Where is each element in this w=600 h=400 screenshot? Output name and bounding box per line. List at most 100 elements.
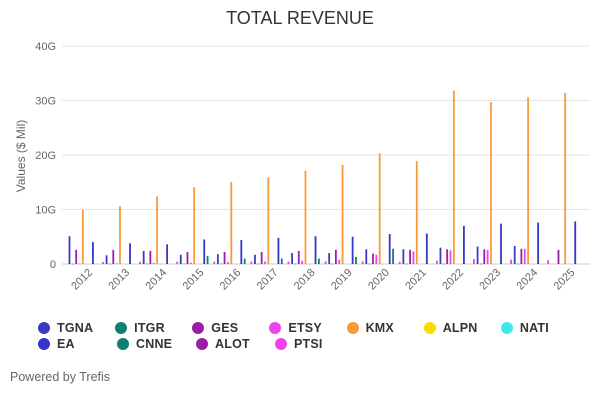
bar-tgna-2019[interactable] [328, 253, 331, 264]
bar-ptsi-2021[interactable] [435, 260, 438, 264]
bar-itgr-2012[interactable] [71, 263, 74, 265]
bar-itgr-2014[interactable] [146, 263, 148, 265]
legend-item-etsy[interactable]: ETSY [269, 320, 346, 336]
bar-tgna-2023[interactable] [476, 246, 479, 264]
bar-ges-2014[interactable] [149, 250, 152, 264]
bar-itgr-2024[interactable] [517, 263, 519, 265]
bar-tgna-2021[interactable] [402, 249, 405, 264]
bar-etsy-2015[interactable] [189, 262, 192, 264]
bar-ea-2021[interactable] [425, 233, 428, 264]
bar-kmx-2025[interactable] [564, 92, 567, 265]
bar-etsy-2019[interactable] [338, 259, 341, 264]
bar-etsy-2016[interactable] [227, 262, 229, 264]
bar-ea-2024[interactable] [537, 222, 540, 264]
bar-ges-2015[interactable] [186, 252, 189, 264]
bar-ea-2017[interactable] [277, 237, 280, 264]
bar-ea-2018[interactable] [314, 236, 317, 264]
bar-ges-2022[interactable] [446, 249, 449, 264]
bar-ea-2020[interactable] [388, 234, 391, 264]
bar-etsy-2020[interactable] [375, 254, 378, 264]
bar-etsy-2013[interactable] [115, 263, 118, 264]
bar-kmx-2015[interactable] [193, 187, 196, 264]
bar-etsy-2014[interactable] [152, 262, 155, 264]
bar-ges-2020[interactable] [372, 253, 374, 264]
bar-ea-2015[interactable] [203, 239, 206, 264]
bar-itgr-2023[interactable] [480, 263, 482, 265]
bar-ptsi-2018[interactable] [324, 261, 327, 264]
bar-tgna-2022[interactable] [439, 247, 442, 264]
bar-itgr-2018[interactable] [294, 263, 297, 265]
bar-ges-2016[interactable] [223, 252, 226, 264]
bar-ges-2017[interactable] [260, 252, 263, 264]
bar-ea-2014[interactable] [166, 244, 169, 264]
bar-etsy-2023[interactable] [486, 249, 489, 264]
bar-tgna-2020[interactable] [365, 249, 368, 264]
bar-tgna-2016[interactable] [216, 254, 219, 264]
legend-item-tgna[interactable]: TGNA [38, 320, 115, 336]
bar-etsy-2022[interactable] [449, 250, 452, 265]
bar-kmx-2019[interactable] [341, 164, 344, 264]
bar-kmx-2020[interactable] [378, 153, 381, 264]
bar-itgr-2021[interactable] [405, 263, 408, 265]
legend-item-alpn[interactable]: ALPN [423, 320, 501, 336]
bar-ea-2012[interactable] [92, 242, 94, 264]
bar-kmx-2018[interactable] [304, 170, 307, 264]
bar-tgna-2024[interactable] [513, 246, 516, 264]
bar-etsy-2018[interactable] [301, 260, 304, 264]
bar-etsy-2017[interactable] [264, 261, 266, 264]
bar-tgna-2015[interactable] [179, 254, 182, 264]
bar-kmx-2024[interactable] [527, 97, 529, 264]
bar-itgr-2015[interactable] [183, 263, 186, 265]
bar-ges-2019[interactable] [334, 249, 337, 264]
bar-tgna-2014[interactable] [142, 250, 145, 264]
bar-itgr-2013[interactable] [109, 263, 111, 265]
bar-ges-2021[interactable] [409, 249, 411, 264]
bar-etsy-2012[interactable] [78, 263, 81, 265]
bar-ea-2016[interactable] [240, 240, 243, 264]
bar-ges-2018[interactable] [297, 250, 300, 264]
bar-ges-2013[interactable] [112, 249, 115, 264]
bar-tgna-2012[interactable] [68, 236, 71, 264]
bar-kmx-2022[interactable] [452, 90, 455, 264]
legend-item-kmx[interactable]: KMX [346, 320, 424, 336]
bar-ptsi-2017[interactable] [287, 261, 290, 264]
bar-kmx-2012[interactable] [81, 210, 84, 264]
bar-ptsi-2024[interactable] [547, 260, 550, 264]
bar-ptsi-2020[interactable] [398, 261, 401, 264]
bar-kmx-2021[interactable] [415, 161, 418, 264]
bar-itgr-2017[interactable] [257, 263, 260, 265]
bar-ptsi-2012[interactable] [102, 261, 104, 264]
bar-cnne-2016[interactable] [243, 258, 246, 264]
bar-ptsi-2015[interactable] [213, 261, 216, 264]
legend-item-ges[interactable]: GES [192, 320, 269, 336]
bar-itgr-2020[interactable] [368, 263, 371, 265]
bar-ges-2023[interactable] [483, 249, 486, 264]
bar-ptsi-2016[interactable] [250, 261, 253, 264]
bar-ea-2019[interactable] [351, 236, 354, 264]
bar-tgna-2017[interactable] [254, 254, 256, 264]
legend-item-alot[interactable]: ALOT [196, 336, 275, 352]
bar-kmx-2023[interactable] [490, 102, 492, 264]
bar-tgna-2013[interactable] [105, 255, 108, 264]
bar-ea-2023[interactable] [500, 223, 502, 264]
legend-item-ptsi[interactable]: PTSI [275, 336, 354, 352]
legend-item-ea[interactable]: EA [38, 336, 117, 352]
bar-ptsi-2019[interactable] [361, 261, 364, 264]
bar-ptsi-2022[interactable] [473, 259, 475, 264]
bar-itgr-2019[interactable] [331, 263, 334, 265]
bar-cnne-2020[interactable] [392, 248, 394, 264]
bar-ges-2025[interactable] [557, 249, 560, 264]
bar-ges-2012[interactable] [75, 249, 78, 264]
bar-cnne-2019[interactable] [355, 256, 357, 264]
bar-cnne-2017[interactable] [280, 258, 283, 264]
bar-kmx-2013[interactable] [119, 206, 121, 264]
bar-tgna-2018[interactable] [291, 253, 293, 264]
bar-ea-2013[interactable] [129, 243, 131, 264]
bar-ptsi-2014[interactable] [176, 261, 179, 264]
legend-item-cnne[interactable]: CNNE [117, 336, 196, 352]
bar-ea-2025[interactable] [574, 221, 577, 264]
bar-itgr-2016[interactable] [220, 263, 223, 265]
bar-ea-2022[interactable] [463, 225, 465, 264]
bar-cnne-2018[interactable] [317, 258, 320, 264]
bar-kmx-2014[interactable] [156, 196, 158, 264]
